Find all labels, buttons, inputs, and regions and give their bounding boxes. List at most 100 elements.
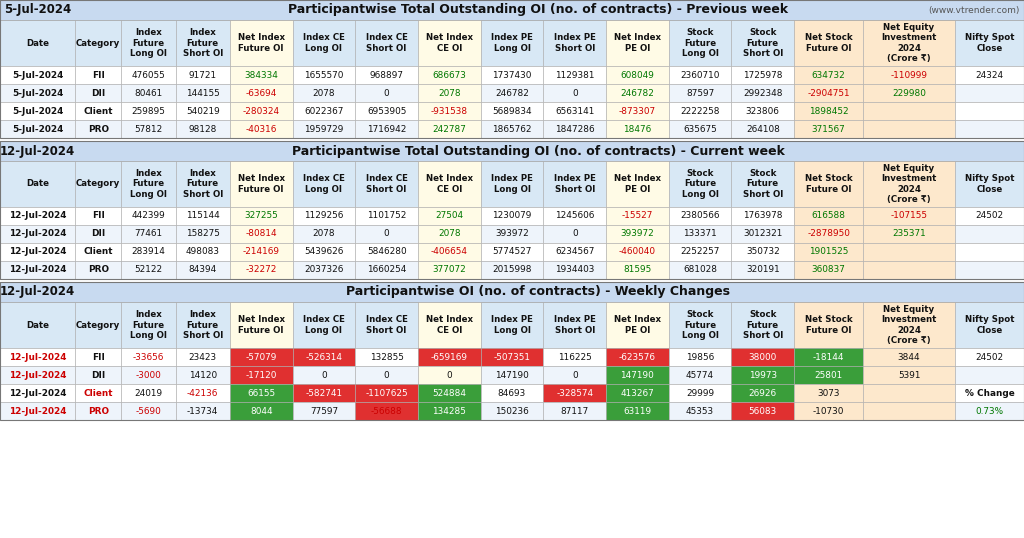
Bar <box>480 348 544 366</box>
Bar <box>293 66 355 84</box>
Text: 0: 0 <box>571 230 578 238</box>
Bar <box>229 207 293 225</box>
Bar <box>418 225 480 243</box>
Bar <box>955 161 1024 207</box>
Text: 283914: 283914 <box>131 247 165 257</box>
Text: 320191: 320191 <box>745 265 779 274</box>
Bar <box>121 384 175 402</box>
Bar <box>669 120 731 138</box>
Bar <box>731 243 795 261</box>
Text: 12-Jul-2024: 12-Jul-2024 <box>9 352 67 362</box>
Text: -460040: -460040 <box>618 247 656 257</box>
Bar <box>606 302 669 348</box>
Text: 323806: 323806 <box>745 107 779 116</box>
Text: Index CE
Short OI: Index CE Short OI <box>366 33 408 53</box>
Bar <box>229 161 293 207</box>
Text: 1101752: 1101752 <box>367 211 407 221</box>
Text: 1655570: 1655570 <box>304 70 344 80</box>
Text: Client: Client <box>84 388 113 398</box>
Bar <box>480 66 544 84</box>
Bar <box>293 348 355 366</box>
Bar <box>669 402 731 420</box>
Bar <box>669 261 731 279</box>
Bar <box>544 302 606 348</box>
Text: 77597: 77597 <box>310 407 338 415</box>
Text: -3000: -3000 <box>135 371 161 379</box>
Bar <box>0 0 1024 20</box>
Text: Index PE
Long OI: Index PE Long OI <box>492 174 532 194</box>
Bar <box>606 366 669 384</box>
Bar <box>229 366 293 384</box>
Bar <box>355 261 418 279</box>
Bar <box>0 282 1024 302</box>
Bar <box>293 302 355 348</box>
Bar <box>75 348 121 366</box>
Text: 5-Jul-2024: 5-Jul-2024 <box>12 107 63 116</box>
Text: 12-Jul-2024: 12-Jul-2024 <box>9 247 67 257</box>
Text: Category: Category <box>76 180 121 188</box>
Bar <box>355 102 418 120</box>
Text: 14120: 14120 <box>188 371 217 379</box>
Text: -13734: -13734 <box>187 407 218 415</box>
Bar <box>480 84 544 102</box>
Text: 246782: 246782 <box>621 88 654 97</box>
Bar <box>229 384 293 402</box>
Bar <box>731 120 795 138</box>
Text: 5-Jul-2024: 5-Jul-2024 <box>12 70 63 80</box>
Bar <box>75 120 121 138</box>
Bar <box>418 102 480 120</box>
Bar <box>229 261 293 279</box>
Bar <box>418 348 480 366</box>
Text: Index PE
Short OI: Index PE Short OI <box>554 315 596 335</box>
Text: 393972: 393972 <box>496 230 528 238</box>
Bar <box>75 225 121 243</box>
Text: 87597: 87597 <box>686 88 714 97</box>
Text: 18476: 18476 <box>624 124 651 133</box>
Bar <box>355 366 418 384</box>
Bar <box>544 225 606 243</box>
Text: -107155: -107155 <box>891 211 928 221</box>
Bar <box>795 402 863 420</box>
Text: 246782: 246782 <box>495 88 529 97</box>
Bar <box>75 366 121 384</box>
Text: Net Index
CE OI: Net Index CE OI <box>426 315 473 335</box>
Bar <box>480 366 544 384</box>
Bar <box>0 384 75 402</box>
Text: -80814: -80814 <box>246 230 278 238</box>
Text: 235371: 235371 <box>892 230 926 238</box>
Bar <box>175 384 229 402</box>
Text: Net Stock
Future OI: Net Stock Future OI <box>805 174 852 194</box>
Text: -42136: -42136 <box>187 388 218 398</box>
Bar <box>75 384 121 402</box>
Bar <box>175 84 229 102</box>
Bar <box>175 402 229 420</box>
Bar <box>480 161 544 207</box>
Bar <box>795 366 863 384</box>
Bar <box>175 302 229 348</box>
Text: 377072: 377072 <box>432 265 466 274</box>
Bar <box>229 84 293 102</box>
Text: 144155: 144155 <box>185 88 219 97</box>
Bar <box>544 20 606 66</box>
Bar <box>731 348 795 366</box>
Bar <box>606 20 669 66</box>
Bar <box>75 243 121 261</box>
Text: Net Index
CE OI: Net Index CE OI <box>426 174 473 194</box>
Bar <box>795 120 863 138</box>
Bar <box>480 261 544 279</box>
Text: Index CE
Long OI: Index CE Long OI <box>303 33 345 53</box>
Text: 1129381: 1129381 <box>555 70 595 80</box>
Text: Index
Future
Short OI: Index Future Short OI <box>182 28 223 58</box>
Bar <box>0 261 75 279</box>
Text: 0: 0 <box>384 371 389 379</box>
Text: Stock
Future
Long OI: Stock Future Long OI <box>682 169 719 199</box>
Text: 6563141: 6563141 <box>555 107 594 116</box>
Bar <box>355 225 418 243</box>
Text: 57812: 57812 <box>134 124 163 133</box>
Bar <box>480 120 544 138</box>
Bar <box>121 402 175 420</box>
Bar <box>418 366 480 384</box>
Bar <box>863 207 955 225</box>
Bar <box>121 84 175 102</box>
Text: 23423: 23423 <box>188 352 217 362</box>
